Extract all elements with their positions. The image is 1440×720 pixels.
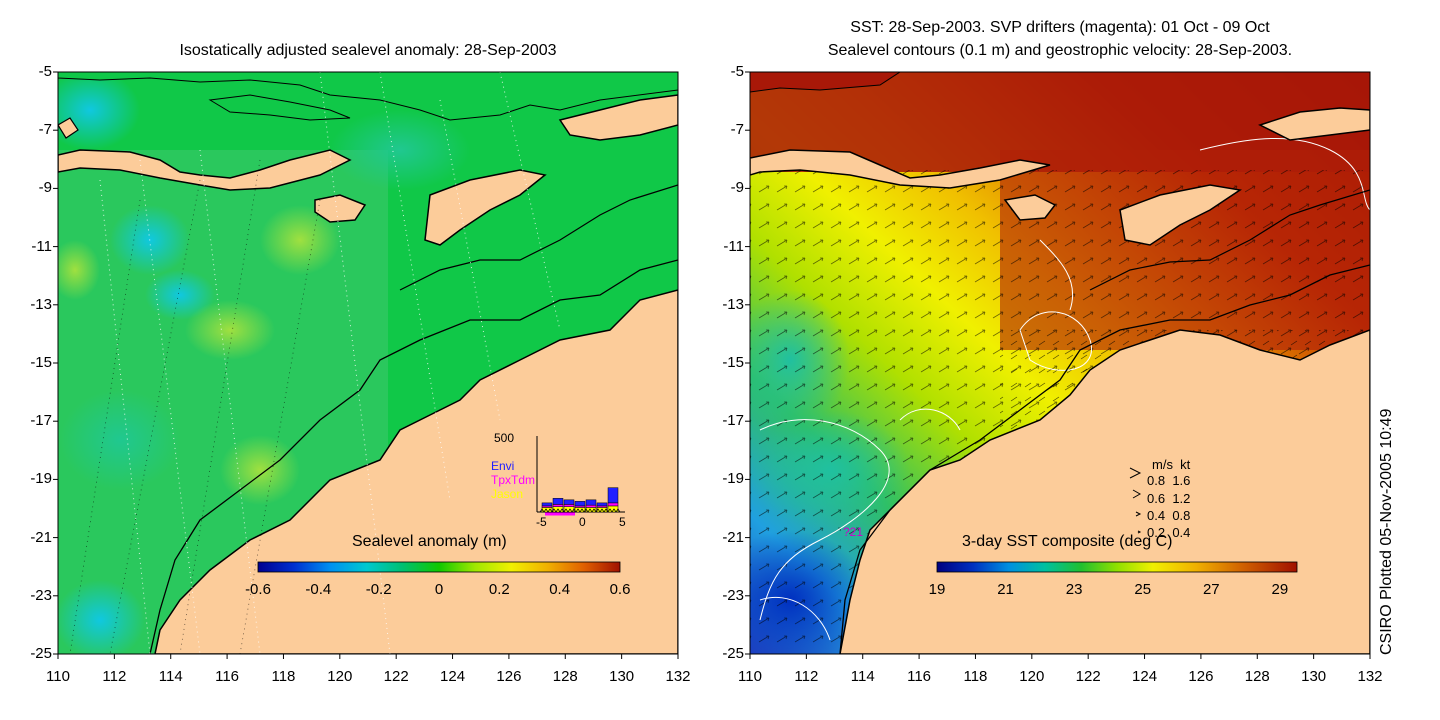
left-lon-tick: 112 (102, 668, 127, 685)
right-colorbar-label: 3-day SST composite (deg C) (962, 533, 1173, 550)
left-lat-tick: -7 (38, 121, 52, 139)
inset-bar (552, 504, 564, 507)
colorbar-tick: 0 (434, 581, 444, 598)
left-lat-tick: -13 (30, 295, 52, 313)
inset-bar (541, 502, 553, 507)
inset-bar (563, 504, 575, 507)
inset-xtick-minus5: -5 (536, 515, 547, 529)
colorbar-tick: -0.6 (245, 581, 271, 598)
velocity-key-row-1: 0.6 1.2 (1147, 491, 1191, 506)
velocity-key-row-3: 0.2 0.4 (1147, 525, 1191, 540)
inset-bar (585, 504, 597, 508)
right-lon-tick: 124 (1132, 668, 1158, 685)
velocity-key-header: m/s kt (1152, 457, 1191, 472)
right-lat-tick: -7 (730, 121, 744, 139)
left-lat-tick: -5 (38, 63, 52, 80)
right-panel-title-line2: Sealevel contours (0.1 m) and geostrophi… (827, 42, 1293, 59)
right-lat-tick: -19 (722, 470, 744, 488)
right-lat-tick: -17 (722, 412, 744, 430)
left-lon-tick: 122 (383, 668, 409, 685)
left-lat-tick: -17 (30, 412, 52, 430)
right-lat-tick: -13 (722, 295, 744, 313)
right-lat-tick: -21 (722, 528, 744, 546)
colorbar-tick: 0.2 (488, 581, 510, 598)
left-lat-tick: -25 (30, 645, 52, 662)
colorbar-tick: 0.4 (549, 581, 571, 598)
left-lon-tick: 132 (665, 668, 691, 685)
colorbar-tick: -0.4 (305, 581, 332, 598)
right-lat-tick: -15 (722, 354, 744, 371)
left-lon-tick: 124 (440, 668, 466, 685)
left-colorbar (257, 561, 621, 573)
colorbar-tick: -0.2 (365, 581, 392, 598)
right-map (750, 72, 1370, 654)
velocity-key-arrows (1129, 467, 1142, 534)
right-lon-tick: 118 (963, 668, 988, 685)
right-lon-tick: 116 (907, 668, 932, 685)
inset-legend-tpxtdm: TpxTdm (491, 473, 536, 487)
inset-legend-jason: Jason (491, 487, 524, 501)
colorbar-tick: 19 (928, 581, 946, 598)
drifter-label: ?21 (843, 525, 864, 539)
left-panel-title: Isostatically adjusted sealevel anomaly:… (179, 42, 557, 59)
right-lon-tick: 114 (850, 668, 875, 685)
inset-histogram (536, 436, 625, 516)
inset-xtick-0: 0 (579, 515, 586, 529)
right-lon-tick: 110 (738, 668, 762, 685)
left-lat-tick: -9 (38, 179, 52, 197)
right-lat-tick: -25 (722, 645, 744, 662)
left-lat-tick: -11 (31, 237, 52, 255)
inset-xtick-5: 5 (619, 515, 626, 529)
right-lat-tick: -5 (730, 63, 744, 80)
inset-bar (607, 487, 619, 504)
right-lon-tick: 126 (1188, 668, 1214, 685)
colorbar-tick: 29 (1271, 581, 1289, 598)
left-lat-tick: -21 (30, 528, 52, 546)
left-colorbar-label: Sealevel anomaly (m) (352, 533, 507, 550)
left-lon-tick: 126 (496, 668, 522, 685)
left-lon-tick: 130 (609, 668, 635, 685)
inset-bar (574, 501, 586, 507)
credit-text: CSIRO Plotted 05-Nov-2005 10:49 (1378, 408, 1395, 655)
colorbar-tick: 27 (1202, 581, 1220, 598)
inset-bar (552, 498, 564, 505)
inset-legend-envi: Envi (491, 459, 515, 473)
inset-ymax-label: 500 (494, 431, 515, 445)
colorbar-tick: 21 (997, 581, 1014, 598)
colorbar-tick: 23 (1065, 581, 1083, 598)
right-lon-tick: 128 (1244, 668, 1270, 685)
left-lat-tick: -19 (30, 470, 52, 488)
left-lon-tick: 118 (271, 668, 296, 685)
left-lon-tick: 114 (158, 668, 183, 685)
inset-bar (563, 499, 575, 505)
left-lon-tick: 116 (215, 668, 240, 685)
right-lon-tick: 132 (1357, 668, 1383, 685)
left-lon-tick: 120 (327, 668, 353, 685)
inset-bar (607, 502, 619, 507)
right-lat-tick: -23 (722, 586, 744, 604)
colorbar-tick: 25 (1134, 581, 1152, 598)
right-lon-tick: 120 (1019, 668, 1045, 685)
left-lat-tick: -23 (30, 586, 52, 604)
velocity-key-row-0: 0.8 1.6 (1147, 473, 1191, 488)
right-lon-tick: 112 (794, 668, 819, 685)
right-lat-tick: -9 (730, 179, 744, 197)
inset-bar (585, 499, 597, 506)
right-lat-tick: -11 (723, 237, 744, 255)
right-panel-title-line1: SST: 28-Sep-2003. SVP drifters (magenta)… (850, 19, 1270, 36)
left-lon-tick: 128 (552, 668, 578, 685)
colorbar-tick: 0.6 (609, 581, 631, 598)
right-lon-tick: 130 (1301, 668, 1327, 685)
inset-bar (596, 502, 608, 507)
left-lat-tick: -15 (30, 354, 52, 371)
left-lon-tick: 110 (46, 668, 70, 685)
right-colorbar (936, 561, 1298, 573)
velocity-key-row-2: 0.4 0.8 (1147, 508, 1191, 523)
right-lon-tick: 122 (1075, 668, 1101, 685)
